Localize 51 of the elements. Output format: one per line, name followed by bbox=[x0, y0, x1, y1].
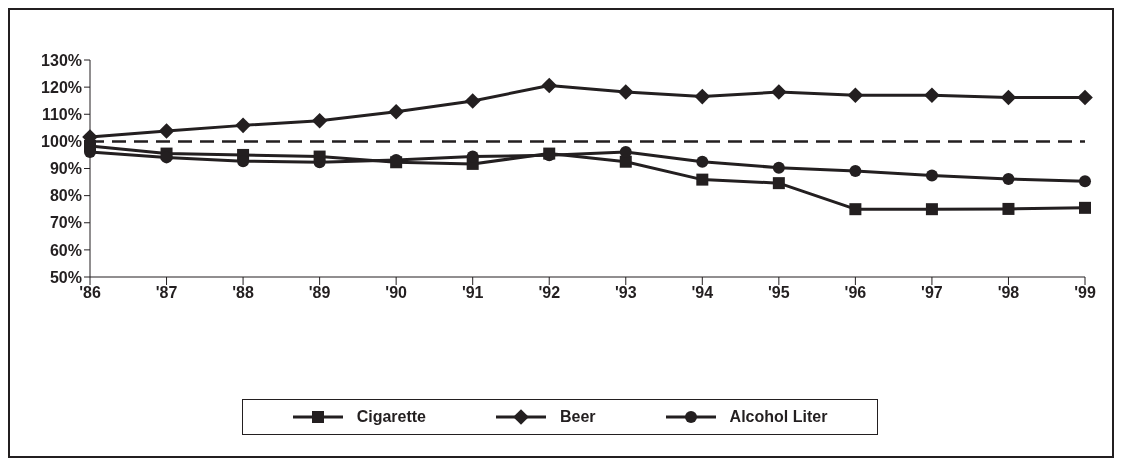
point bbox=[849, 164, 862, 177]
y-tick-label: 130% bbox=[41, 51, 82, 69]
x-tick-label: '89 bbox=[308, 284, 331, 302]
x-tick-label: '96 bbox=[844, 284, 867, 302]
x-tick-label: '95 bbox=[768, 284, 790, 302]
x-tick-label: '87 bbox=[155, 284, 178, 302]
point bbox=[1079, 175, 1091, 188]
point bbox=[847, 87, 864, 104]
point bbox=[388, 104, 404, 120]
point bbox=[1079, 201, 1091, 214]
y-tick-label: 50% bbox=[49, 268, 82, 286]
point bbox=[696, 155, 709, 168]
legend-label: Cigarette bbox=[355, 408, 426, 426]
x-tick-label: '90 bbox=[385, 284, 408, 302]
y-tick-label: 60% bbox=[49, 241, 82, 259]
x-tick-label: '91 bbox=[461, 284, 484, 302]
y-tick-label: 70% bbox=[49, 214, 82, 232]
x-tick-label: '99 bbox=[1074, 284, 1096, 302]
point bbox=[619, 155, 632, 168]
point bbox=[771, 84, 787, 100]
point bbox=[235, 117, 251, 134]
legend-label: Beer bbox=[559, 408, 596, 426]
y-tick-label: 90% bbox=[49, 160, 82, 178]
y-tick-label: 100% bbox=[41, 133, 82, 151]
legend-label: Alcohol Liter bbox=[728, 408, 828, 426]
x-tick-label: '97 bbox=[921, 284, 943, 302]
point bbox=[694, 88, 711, 105]
point bbox=[464, 93, 481, 109]
point bbox=[1000, 89, 1017, 106]
point bbox=[1002, 202, 1015, 215]
point bbox=[1002, 173, 1015, 186]
point bbox=[311, 112, 328, 129]
x-tick-label: '92 bbox=[538, 284, 561, 302]
y-tick-label: 80% bbox=[49, 187, 82, 205]
point bbox=[696, 173, 709, 186]
point bbox=[541, 77, 558, 94]
x-tick-label: '86 bbox=[79, 284, 101, 302]
point bbox=[925, 203, 938, 216]
point bbox=[772, 161, 785, 174]
point bbox=[924, 87, 940, 104]
point bbox=[1077, 89, 1093, 106]
point bbox=[925, 169, 938, 182]
x-tick-label: '94 bbox=[691, 284, 714, 302]
y-tick-label: 120% bbox=[41, 78, 82, 96]
y-tick-label: 110% bbox=[41, 105, 82, 123]
x-tick-label: '93 bbox=[614, 284, 637, 302]
point bbox=[617, 84, 634, 100]
x-tick-label: '88 bbox=[232, 284, 254, 302]
point bbox=[772, 177, 785, 190]
x-tick-label: '98 bbox=[997, 284, 1020, 302]
point bbox=[158, 123, 175, 139]
